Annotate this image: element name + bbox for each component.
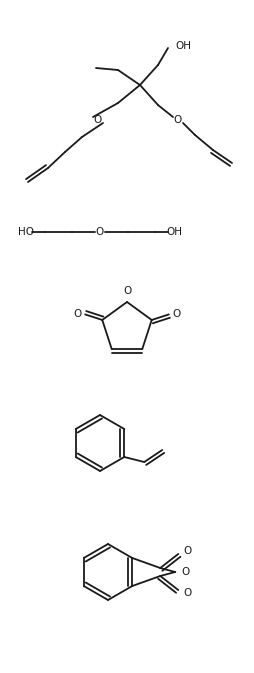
Text: O: O	[183, 546, 192, 556]
Text: O: O	[174, 115, 182, 125]
Text: HO: HO	[18, 227, 34, 237]
Text: OH: OH	[175, 41, 191, 51]
Text: O: O	[96, 227, 104, 237]
Text: O: O	[123, 286, 131, 296]
Text: O: O	[181, 567, 189, 577]
Text: O: O	[173, 310, 181, 320]
Text: OH: OH	[166, 227, 182, 237]
Text: O: O	[183, 588, 192, 598]
Text: O: O	[94, 115, 102, 125]
Text: O: O	[73, 310, 81, 320]
